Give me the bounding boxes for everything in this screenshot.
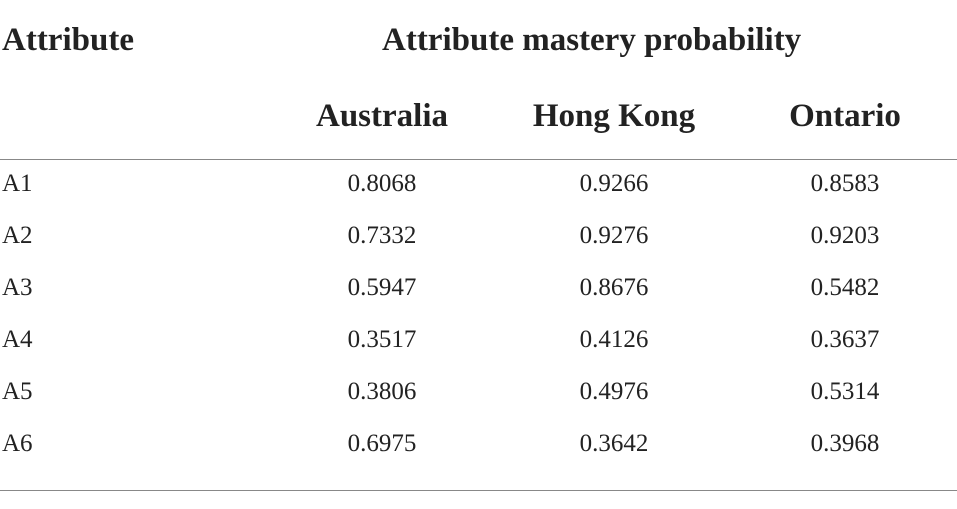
row-label: A4	[2, 326, 33, 353]
rule	[0, 490, 957, 491]
header-attribute: Attribute	[2, 22, 134, 58]
cell: 0.8676	[579, 274, 649, 301]
column-header: Hong Kong	[532, 98, 696, 134]
rule	[0, 159, 957, 160]
cell: 0.3642	[579, 430, 649, 457]
cell: 0.5314	[810, 378, 880, 405]
cell: 0.8583	[810, 170, 880, 197]
row-label: A2	[2, 222, 33, 249]
cell: 0.3517	[347, 326, 417, 353]
cell: 0.9203	[810, 222, 880, 249]
row-label: A6	[2, 430, 33, 457]
column-header: Australia	[316, 98, 448, 134]
column-header: Ontario	[789, 98, 901, 134]
cell: 0.9276	[579, 222, 649, 249]
row-label: A5	[2, 378, 33, 405]
cell: 0.5947	[347, 274, 417, 301]
cell: 0.3806	[347, 378, 417, 405]
cell: 0.4126	[579, 326, 649, 353]
cell: 0.9266	[579, 170, 649, 197]
cell: 0.8068	[347, 170, 417, 197]
row-label: A3	[2, 274, 33, 301]
cell: 0.3637	[810, 326, 880, 353]
cell: 0.5482	[810, 274, 880, 301]
cell: 0.4976	[579, 378, 649, 405]
row-label: A1	[2, 170, 33, 197]
header-group: Attribute mastery probability	[382, 22, 802, 58]
cell: 0.7332	[347, 222, 417, 249]
cell: 0.6975	[347, 430, 417, 457]
cell: 0.3968	[810, 430, 880, 457]
